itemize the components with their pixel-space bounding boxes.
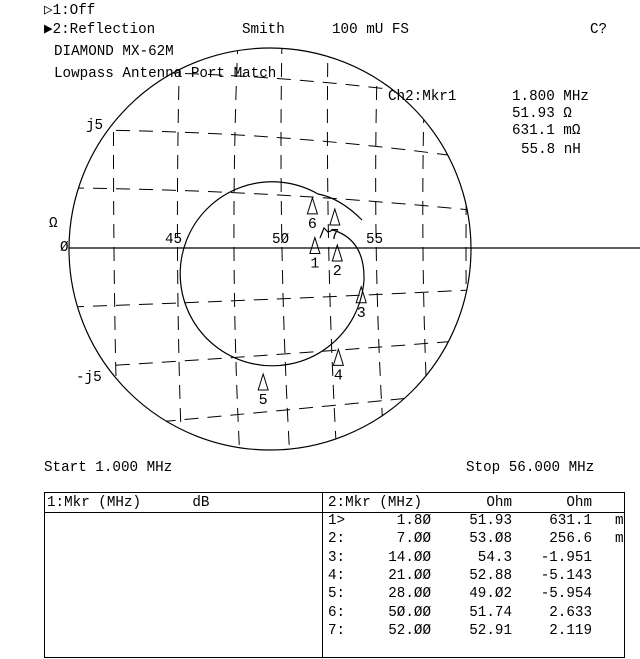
ch1-marker-header: 1:Mkr (MHz) dB [47, 494, 210, 511]
marker-readout-label: Ch2:Mkr1 [388, 88, 457, 105]
row-reactance: 631.1 [549, 512, 592, 529]
marker-2-label: 2 [333, 263, 342, 280]
row-frequency: 52.ØØ [388, 621, 431, 639]
marker-layer: 1 2 3 4 5 67 [257, 196, 367, 409]
title-line1: DIAMOND MX-62M [54, 43, 174, 60]
marker-6-triangle[interactable] [306, 196, 319, 215]
reactance-header: Ohm [566, 494, 592, 511]
format-label: Smith [242, 21, 285, 38]
row-resistance: 53.Ø8 [469, 530, 512, 548]
row-reactance: -5.143 [540, 566, 592, 584]
marker-5-triangle[interactable] [257, 372, 269, 391]
sweep-start[interactable]: Start 1.000 MHz [44, 459, 173, 476]
smith-outer-circle [68, 47, 472, 451]
reflection-trace [179, 181, 365, 367]
row-index: 6: [328, 603, 346, 621]
row-index: 3: [328, 548, 346, 566]
marker-readout-resistance: 51.93 Ω [512, 105, 572, 122]
row-index: 7: [328, 621, 346, 639]
row-frequency: 14.ØØ [388, 548, 431, 566]
row-unit: m [615, 530, 624, 548]
axis-label-pos-j: j5 [86, 117, 104, 134]
axis-label-zero: Ø [60, 239, 69, 256]
axis-label-neg-j: -j5 [76, 369, 102, 386]
axis-label-50: 5Ø [272, 231, 290, 248]
row-index: 1> [328, 512, 346, 529]
row-frequency: 7.ØØ [396, 530, 431, 548]
marker-6-label: 6 [308, 216, 317, 233]
row-resistance: 49.Ø2 [469, 585, 512, 603]
sweep-stop[interactable]: Stop 56.000 MHz [466, 459, 595, 476]
marker-5-label: 5 [259, 392, 268, 409]
scale-label: 100 mU FS [332, 21, 409, 38]
row-resistance: 52.91 [469, 621, 512, 639]
row-resistance: 51.93 [469, 512, 512, 529]
channel2-status[interactable]: ▶2:Reflection [44, 21, 156, 38]
row-frequency: 21.ØØ [388, 566, 431, 584]
cal-status: C? [590, 21, 608, 38]
marker-7-label: 7 [330, 227, 339, 244]
row-reactance: -1.951 [540, 548, 592, 566]
row-frequency: 28.ØØ [388, 585, 431, 603]
row-index: 4: [328, 566, 346, 584]
row-index: 5: [328, 585, 346, 603]
row-reactance: 2.633 [549, 603, 592, 621]
marker-readout-frequency: 1.800 MHz [512, 88, 589, 105]
axis-label-unit: Ω [49, 215, 58, 232]
marker-7-triangle[interactable] [329, 207, 341, 226]
row-reactance: 2.119 [549, 621, 592, 639]
marker-1-label: 1 [310, 256, 319, 273]
row-reactance: -5.954 [540, 585, 592, 603]
title-line2: Lowpass Antenna Port Match [54, 65, 277, 82]
row-unit: m [615, 512, 624, 529]
axis-label-45: 45 [165, 231, 183, 248]
marker-readout-reactance: 631.1 mΩ [512, 122, 581, 139]
table-divider [322, 493, 323, 657]
marker-readout-inductance: 55.8 nH [521, 141, 581, 158]
row-index: 2: [328, 530, 346, 548]
marker-3-label: 3 [357, 305, 366, 322]
axis-label-55: 55 [366, 231, 384, 248]
marker-table: 1:Mkr (MHz) dB 2:Mkr (MHz) Ohm Ohm 1> 1.8… [44, 492, 625, 658]
marker-1-triangle[interactable] [309, 235, 321, 255]
marker-2-triangle[interactable] [331, 243, 343, 262]
resistance-header: Ohm [486, 494, 512, 511]
table-header-rule [45, 512, 624, 513]
channel1-status[interactable]: ▷1:Off [44, 2, 96, 19]
row-frequency: 5Ø.ØØ [388, 603, 431, 621]
marker-4-label: 4 [334, 367, 343, 384]
row-resistance: 52.88 [469, 566, 512, 584]
row-frequency: 1.8Ø [396, 512, 431, 529]
marker-4-triangle[interactable] [332, 347, 345, 366]
row-resistance: 54.3 [477, 548, 512, 566]
row-reactance: 256.6 [549, 530, 592, 548]
row-resistance: 51.74 [469, 603, 512, 621]
marker-3-triangle[interactable] [355, 285, 367, 304]
ch2-marker-header: 2:Mkr (MHz) [328, 494, 423, 511]
